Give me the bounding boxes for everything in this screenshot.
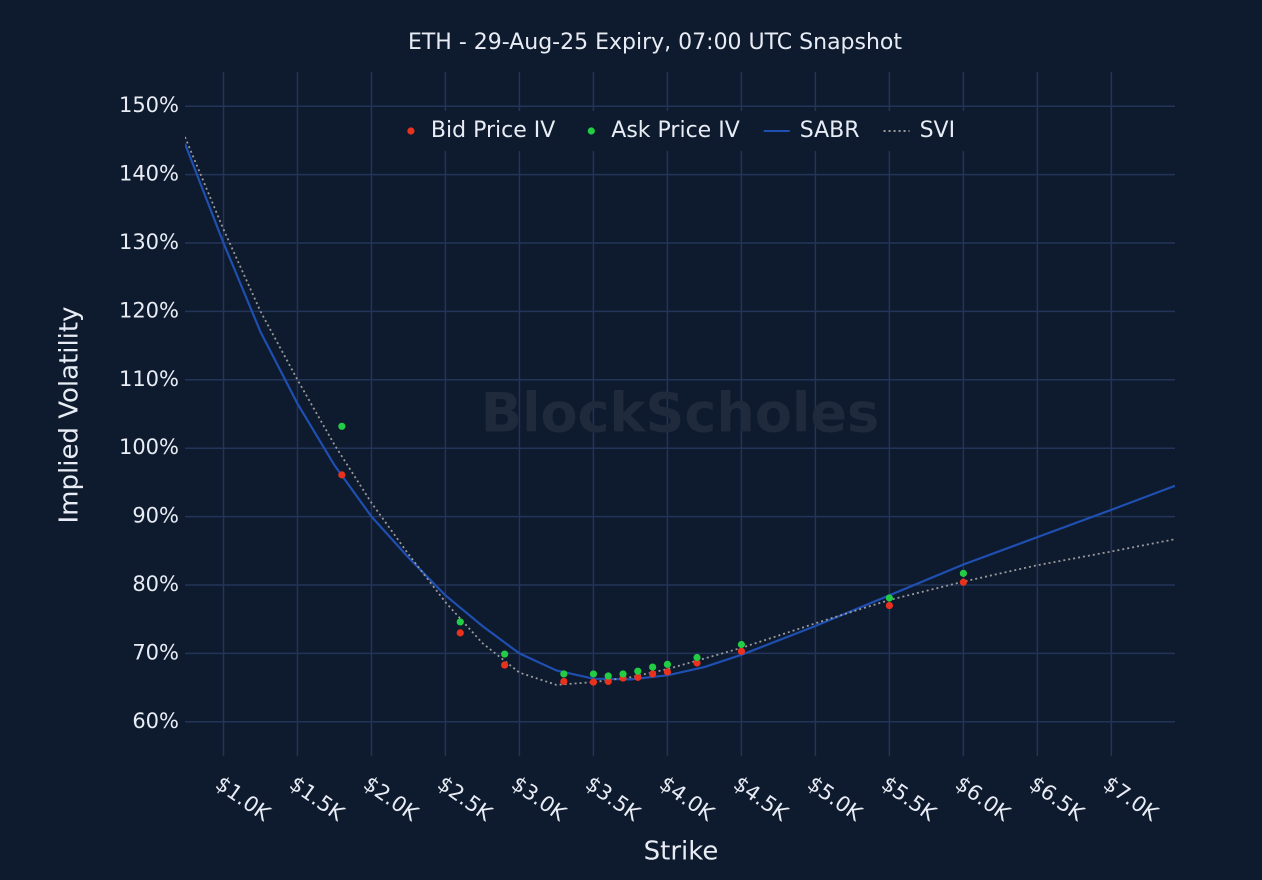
legend-symbol bbox=[587, 127, 595, 135]
legend-item: SABR bbox=[763, 118, 860, 143]
y-tick-label: 100% bbox=[119, 435, 179, 459]
y-tick-label: 120% bbox=[119, 298, 179, 322]
data-point bbox=[663, 668, 672, 676]
y-tick-label: 60% bbox=[132, 709, 179, 733]
chart-title: ETH - 29-Aug-25 Expiry, 07:00 UTC Snapsh… bbox=[408, 30, 902, 55]
plot bbox=[185, 136, 1175, 686]
legend-item: SVI bbox=[883, 118, 956, 143]
data-point bbox=[338, 471, 346, 479]
data-point bbox=[560, 670, 568, 678]
y-tick-label: 150% bbox=[119, 93, 179, 117]
grid bbox=[185, 72, 1175, 756]
data-point bbox=[663, 660, 672, 668]
y-tick-label: 110% bbox=[119, 367, 179, 391]
y-tick-label: 140% bbox=[119, 162, 179, 186]
data-point bbox=[885, 601, 893, 610]
legend-label: SABR bbox=[800, 118, 860, 143]
y-tick-label: 90% bbox=[132, 504, 179, 528]
legend: Bid Price IV Ask Price IV SABR SVI bbox=[384, 111, 976, 151]
y-tick-label: 70% bbox=[132, 640, 179, 664]
data-point bbox=[634, 673, 642, 681]
watermark: BlockScholes bbox=[481, 382, 879, 445]
y-tick-label: 80% bbox=[132, 572, 179, 596]
curve bbox=[185, 136, 1175, 686]
data-point bbox=[560, 677, 568, 686]
data-point bbox=[604, 672, 612, 680]
data-point bbox=[649, 663, 657, 671]
legend-symbol bbox=[407, 127, 415, 135]
data-point bbox=[589, 670, 598, 678]
data-point bbox=[693, 653, 701, 662]
data-point bbox=[604, 677, 612, 686]
legend-item: Bid Price IV bbox=[407, 118, 555, 143]
data-point bbox=[501, 661, 509, 669]
data-point bbox=[589, 678, 598, 686]
data-point bbox=[737, 647, 746, 655]
x-axis-title: Strike bbox=[644, 837, 719, 867]
legend-background bbox=[384, 111, 976, 151]
curve bbox=[185, 143, 1175, 681]
data-point bbox=[634, 667, 642, 675]
data-point bbox=[338, 422, 346, 430]
y-axis-title: Implied Volatility bbox=[55, 307, 85, 524]
data-point bbox=[885, 594, 893, 602]
legend-label: Bid Price IV bbox=[431, 118, 555, 143]
data-point bbox=[959, 578, 967, 586]
data-point bbox=[959, 569, 967, 577]
y-tick-label: 130% bbox=[119, 230, 179, 254]
data-point bbox=[737, 640, 746, 649]
data-point bbox=[501, 650, 509, 658]
legend-item: Ask Price IV bbox=[587, 118, 740, 143]
data-point bbox=[619, 670, 627, 678]
legend-label: SVI bbox=[920, 118, 956, 143]
data-point bbox=[456, 618, 464, 626]
legend-label: Ask Price IV bbox=[611, 118, 739, 143]
data-point bbox=[693, 659, 701, 667]
data-point bbox=[456, 629, 464, 637]
data-point bbox=[649, 670, 657, 678]
